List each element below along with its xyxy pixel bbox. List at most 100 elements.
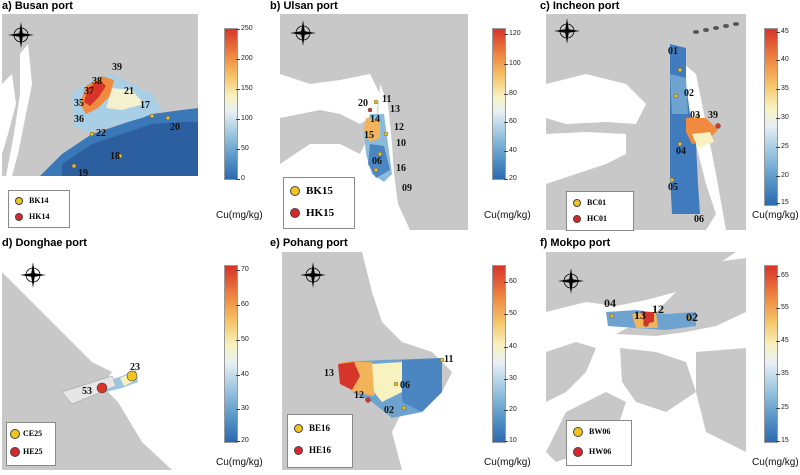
panel-title: e) Pohang port xyxy=(270,237,348,249)
legend-label: BC01 xyxy=(587,198,607,207)
hotspot-site-marker xyxy=(573,215,581,224)
site-label: 06 xyxy=(694,214,704,225)
background-site-marker xyxy=(294,424,303,434)
site-label: 21 xyxy=(124,86,134,97)
legend-label: BK15 xyxy=(306,185,333,197)
scale-tick: 60 xyxy=(236,301,249,308)
panel-title: c) Incheon port xyxy=(540,0,620,12)
legend-label: HC01 xyxy=(587,214,607,223)
color-scale-bar xyxy=(492,265,506,443)
hotspot-site-marker xyxy=(10,447,20,458)
scale-tick: 100 xyxy=(504,60,521,67)
scale-tick: 120 xyxy=(504,30,521,37)
site-label: 20 xyxy=(170,122,180,133)
legend-box: BK14 HK14 xyxy=(8,190,70,228)
color-scale-bar xyxy=(224,28,238,180)
legend-label: HE16 xyxy=(309,445,332,455)
site-label: 04 xyxy=(604,296,616,310)
site-label: 09 xyxy=(402,183,412,194)
scale-tick: 30 xyxy=(776,114,789,121)
scale-tick: 35 xyxy=(776,370,789,377)
site-label: 11 xyxy=(382,94,392,105)
scale-tick: 60 xyxy=(504,278,517,285)
scale-tick: 20 xyxy=(236,437,249,444)
background-site-marker xyxy=(573,427,583,438)
site-label: 02 xyxy=(686,310,698,324)
hotspot-site-marker xyxy=(573,447,583,458)
panel-title: f) Mokpo port xyxy=(540,237,611,249)
site-label: 11 xyxy=(444,354,454,365)
donghae-map xyxy=(2,252,198,470)
scale-tick: 200 xyxy=(236,55,253,62)
hotspot-site-marker xyxy=(15,213,23,222)
legend-label: BK14 xyxy=(29,196,49,205)
scale-tick: 40 xyxy=(504,343,517,350)
background-site-marker xyxy=(15,197,23,206)
legend-box: BW06 HW06 xyxy=(566,420,632,466)
scale-tick: 0 xyxy=(236,175,245,182)
site-label: 16 xyxy=(396,163,406,174)
scale-tick: 30 xyxy=(236,405,249,412)
site-label: 20 xyxy=(358,98,368,109)
scale-tick: 15 xyxy=(776,437,789,444)
site-label: 05 xyxy=(668,182,678,193)
scale-tick: 40 xyxy=(776,56,789,63)
scale-tick: 150 xyxy=(236,85,253,92)
legend-label: HK14 xyxy=(29,212,50,221)
legend-label: BW06 xyxy=(589,427,611,436)
scale-tick: 50 xyxy=(504,310,517,317)
site-label: 06 xyxy=(400,380,410,391)
hotspot-site-marker xyxy=(294,446,303,456)
scale-unit: Cu(mg/kg) xyxy=(484,210,531,221)
legend-label: BE16 xyxy=(309,423,331,433)
site-label: 13 xyxy=(390,104,400,115)
scale-tick: 70 xyxy=(236,266,249,273)
site-label: 15 xyxy=(364,130,374,141)
site-label: 02 xyxy=(384,405,394,416)
site-label: 12 xyxy=(652,302,664,316)
legend-label: HK15 xyxy=(306,207,335,219)
scale-tick: 35 xyxy=(776,85,789,92)
scale-tick: 10 xyxy=(504,437,517,444)
site-label: 06 xyxy=(372,156,382,167)
legend-label: HW06 xyxy=(589,447,612,456)
hotspot-site-marker xyxy=(290,208,300,219)
scale-unit: Cu(mg/kg) xyxy=(216,457,263,468)
site-label: 35 xyxy=(74,98,84,109)
site-label: 39 xyxy=(708,110,718,121)
scale-tick: 50 xyxy=(236,145,249,152)
site-label: 04 xyxy=(676,146,686,157)
scale-tick: 40 xyxy=(236,371,249,378)
color-scale-bar xyxy=(224,265,238,443)
incheon-map xyxy=(546,14,746,230)
scale-tick: 55 xyxy=(776,304,789,311)
site-label: 23 xyxy=(130,362,140,373)
site-label: 39 xyxy=(112,62,122,73)
scale-tick: 25 xyxy=(776,143,789,150)
mokpo-map xyxy=(546,252,746,470)
scale-tick: 25 xyxy=(776,404,789,411)
panel-title: d) Donghae port xyxy=(2,237,87,249)
scale-tick: 60 xyxy=(504,118,517,125)
legend-box: CE25 HE25 xyxy=(6,422,56,466)
site-label: 14 xyxy=(370,114,380,125)
site-label: 38 xyxy=(92,76,102,87)
scale-tick: 40 xyxy=(504,147,517,154)
scale-tick: 45 xyxy=(776,337,789,344)
site-label: 53 xyxy=(82,386,92,397)
site-label: 10 xyxy=(396,138,406,149)
site-label: 13 xyxy=(634,308,646,322)
scale-tick: 30 xyxy=(504,375,517,382)
color-scale-bar xyxy=(764,28,778,206)
scale-tick: 45 xyxy=(776,28,789,35)
scale-tick: 65 xyxy=(776,272,789,279)
legend-label: CE25 xyxy=(23,429,43,438)
scale-unit: Cu(mg/kg) xyxy=(752,210,799,221)
site-label: 12 xyxy=(354,390,364,401)
scale-unit: Cu(mg/kg) xyxy=(484,457,531,468)
scale-tick: 20 xyxy=(776,172,789,179)
background-site-marker xyxy=(290,186,300,197)
scale-tick: 15 xyxy=(776,199,789,206)
legend-box: BC01 HC01 xyxy=(566,191,634,231)
site-label: 36 xyxy=(74,114,84,125)
